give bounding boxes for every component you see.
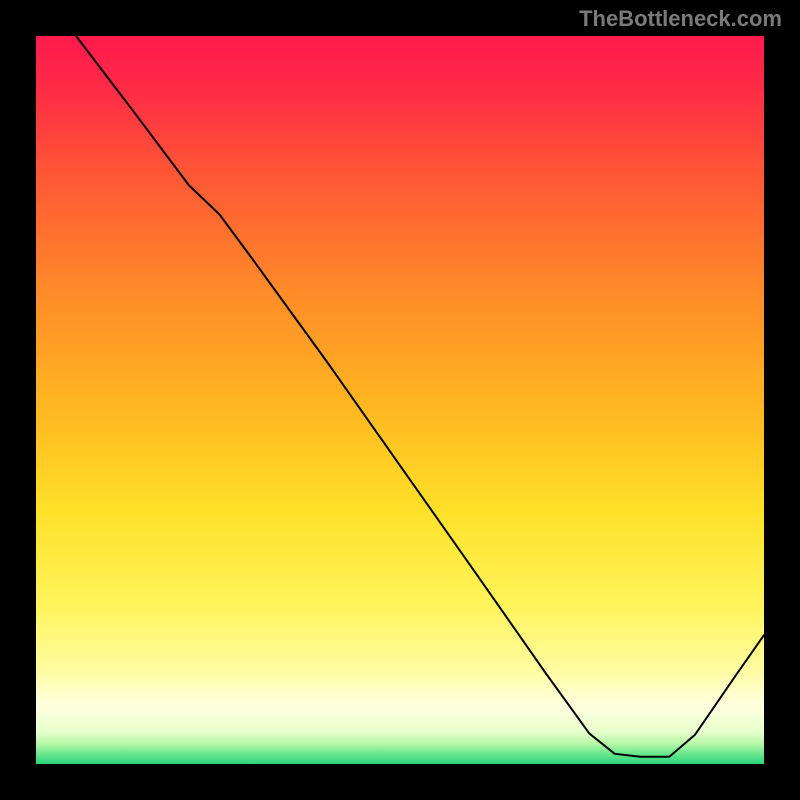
bottleneck-curve (36, 36, 764, 764)
watermark-text: TheBottleneck.com (579, 6, 782, 32)
plot-inner (36, 36, 764, 764)
chart-container: { "watermark": "TheBottleneck.com", "cha… (0, 0, 800, 800)
plot-frame (30, 30, 770, 770)
